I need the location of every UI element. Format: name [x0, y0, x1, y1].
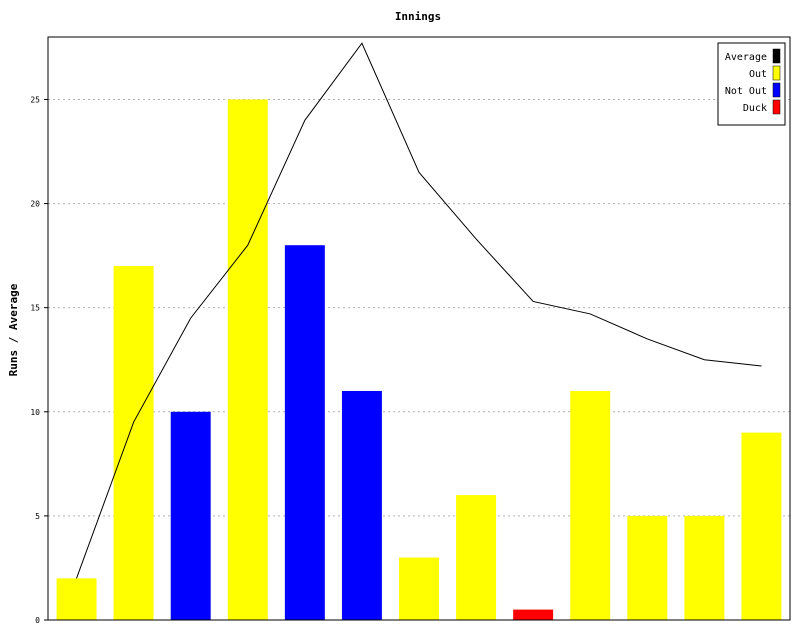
legend-label-average: Average	[725, 52, 767, 63]
legend-swatch-not-out	[772, 82, 781, 98]
plot-frame	[47, 36, 791, 621]
bar-out	[56, 578, 97, 620]
chart-title: Innings	[395, 10, 441, 23]
bar-out	[113, 266, 154, 620]
y-tick-label: 25	[30, 95, 40, 104]
bars-group	[56, 99, 782, 620]
bar-out	[570, 390, 611, 620]
legend-swatch-average	[772, 48, 781, 64]
legend-label-out: Out	[749, 69, 767, 80]
bar-not-out	[341, 390, 382, 620]
grid-lines	[48, 98, 790, 517]
y-tick-label: 20	[30, 200, 40, 209]
bar-out	[227, 99, 268, 620]
bar-not-out	[284, 245, 325, 620]
bar-out	[627, 515, 668, 620]
legend-swatch-duck	[772, 99, 781, 115]
y-axis-label: Runs / Average	[7, 283, 20, 376]
bar-out	[456, 495, 497, 620]
y-tick-label: 0	[35, 616, 40, 625]
bar-duck	[513, 609, 554, 620]
bar-out	[684, 515, 725, 620]
y-tick-label: 10	[30, 408, 40, 417]
legend-label-duck: Duck	[743, 103, 767, 114]
legend: Average Out Not Out Duck	[717, 42, 786, 126]
legend-swatch-out	[772, 65, 781, 81]
bar-not-out	[170, 411, 211, 620]
bar-out	[399, 557, 439, 620]
axes: 0 5 10 15 20 25	[30, 36, 791, 625]
y-tick-label: 5	[35, 512, 40, 521]
bar-out	[741, 432, 782, 620]
y-tick-label: 15	[30, 304, 40, 313]
legend-label-not-out: Not Out	[725, 86, 767, 97]
average-line	[76, 42, 762, 579]
average-line-group	[76, 42, 762, 579]
